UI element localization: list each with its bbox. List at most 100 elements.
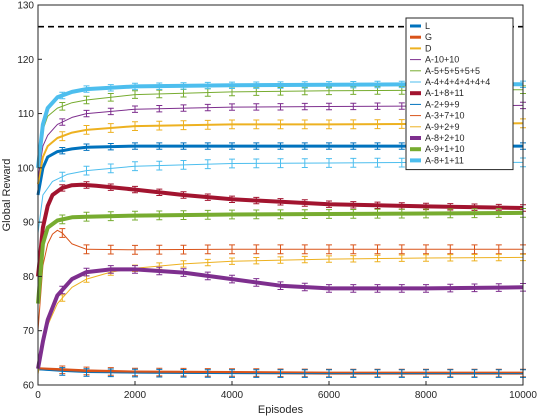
legend-label: A-5+5+5+5+5: [425, 66, 480, 76]
error-bar: [59, 228, 66, 238]
legend-label: A-8+2+10: [425, 133, 465, 143]
legend-label: A-4+4+4+4+4+4: [425, 77, 490, 87]
error-bar: [253, 257, 260, 265]
error-bar: [132, 161, 138, 172]
error-bar: [229, 257, 235, 265]
error-bar: [277, 103, 284, 111]
legend-label: G: [425, 32, 432, 42]
error-bar: [107, 107, 114, 116]
error-bar: [447, 369, 454, 378]
error-bar: [229, 158, 235, 169]
error-bar: [277, 244, 284, 255]
error-bar: [398, 142, 405, 150]
y-axis-title: Global Reward: [1, 159, 13, 232]
error-bar: [107, 211, 114, 222]
error-bar: [107, 244, 114, 255]
y-tick-label: 60: [23, 381, 35, 392]
error-bar: [83, 95, 90, 105]
legend-label: L: [425, 21, 430, 31]
error-bar: [204, 81, 211, 90]
error-bar: [229, 142, 235, 150]
error-bar: [301, 369, 308, 378]
legend-label: A-9+2+9: [425, 122, 460, 132]
error-bar: [471, 283, 478, 293]
error-bar: [132, 185, 138, 194]
error-bar: [229, 209, 235, 220]
error-bar: [229, 244, 235, 255]
error-bar: [59, 184, 66, 192]
error-bar: [350, 157, 357, 168]
error-bar: [471, 208, 478, 219]
error-bar: [229, 274, 235, 284]
error-bar: [107, 143, 114, 151]
error-bar: [59, 102, 66, 111]
error-bar: [495, 244, 502, 255]
error-bar: [132, 121, 138, 131]
error-bar: [326, 81, 332, 89]
legend-label: A-9+1+10: [425, 144, 465, 154]
error-bar: [83, 181, 90, 189]
error-bar: [253, 278, 260, 287]
error-bar: [204, 103, 211, 112]
error-bar: [107, 368, 114, 378]
error-bar: [180, 369, 187, 378]
error-bar: [374, 157, 381, 168]
error-bar: [204, 258, 211, 267]
error-bar: [350, 244, 357, 255]
error-bar: [277, 119, 284, 130]
error-bar: [253, 142, 260, 150]
error-bar: [326, 209, 332, 219]
error-bar: [398, 119, 405, 129]
error-bar: [495, 283, 502, 292]
error-bar: [471, 369, 478, 378]
error-bar: [253, 81, 260, 89]
error-bar: [374, 80, 381, 89]
error-bar: [326, 369, 332, 378]
error-bar: [180, 82, 187, 90]
error-bar: [83, 143, 90, 151]
error-bar: [83, 267, 90, 277]
error-bar: [229, 195, 235, 203]
error-bar: [301, 142, 308, 150]
error-bar: [301, 209, 308, 219]
error-bar: [398, 80, 405, 89]
error-bar: [204, 142, 211, 150]
error-bar: [301, 282, 308, 292]
error-bar: [180, 268, 187, 277]
error-bar: [350, 209, 357, 219]
error-bar: [423, 208, 429, 219]
legend-box: [405, 17, 514, 171]
series-line: [36, 182, 524, 277]
error-bar: [229, 369, 235, 378]
error-bar: [83, 211, 90, 222]
error-bar: [277, 281, 284, 290]
error-bar: [132, 368, 138, 378]
error-bar: [398, 244, 405, 255]
error-bar: [423, 244, 429, 255]
error-bar: [398, 208, 405, 219]
error-bar: [229, 103, 235, 111]
legend: LGD A-10+10A-5+5+5+5+5A-4+4+4+4+4+4A-1+8+…: [405, 17, 514, 171]
error-bar: [132, 105, 138, 113]
error-bar: [132, 210, 138, 221]
error-bar: [132, 82, 138, 91]
error-bar: [59, 118, 66, 126]
error-bar: [350, 284, 357, 293]
error-bar: [229, 81, 235, 89]
error-bar: [326, 284, 332, 293]
error-bar: [204, 369, 211, 378]
plot-frame: [37, 4, 524, 386]
x-tick-label: 2000: [124, 390, 147, 401]
error-bar: [277, 209, 284, 220]
error-bar: [156, 82, 163, 90]
error-bar: [374, 119, 381, 130]
y-tick-label: 120: [17, 55, 34, 66]
error-bar: [447, 254, 454, 262]
error-bar: [107, 84, 114, 92]
error-bar: [398, 369, 405, 378]
error-bar: [83, 368, 90, 377]
error-bar: [204, 193, 211, 201]
error-bar: [423, 254, 429, 262]
error-bar: [374, 201, 381, 209]
error-bar: [495, 253, 502, 262]
